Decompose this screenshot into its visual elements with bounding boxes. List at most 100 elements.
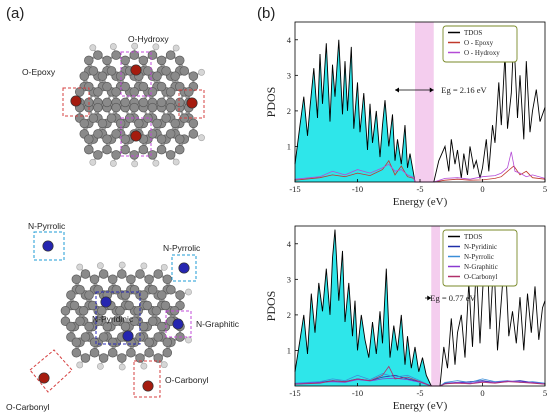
eg-annotation: Eg = 2.16 eV <box>441 85 487 95</box>
carbon-atom <box>144 348 154 358</box>
carbon-atom <box>80 332 91 342</box>
carbon-atom <box>102 144 112 155</box>
hydrogen-atom <box>131 42 139 50</box>
carbon-atom <box>138 81 149 92</box>
carbon-atom <box>151 306 162 316</box>
hydrogen-atom <box>118 363 126 371</box>
y-tick-label: 2 <box>287 310 291 320</box>
graphitic-box <box>165 310 192 338</box>
carbon-atom <box>84 321 94 332</box>
gap-arrowhead-right <box>429 87 434 93</box>
carbon-atom <box>142 300 153 311</box>
y-tick-label: 1 <box>287 345 291 355</box>
y-tick-label: 3 <box>287 274 291 284</box>
y-axis-label: PDOS <box>264 291 278 322</box>
x-axis-label: Energy (eV) <box>393 400 448 412</box>
carbon-atom <box>153 269 163 279</box>
hydrogen-atom <box>172 158 180 166</box>
carbon-atom <box>111 150 121 160</box>
carbon-atom <box>97 118 108 129</box>
carbon-atom <box>174 134 185 144</box>
carbon-atom <box>184 87 194 97</box>
carbon-atom <box>88 113 99 123</box>
carbon-atom <box>157 290 167 300</box>
oxygen-atom <box>142 380 154 392</box>
nitrogen-atom <box>122 330 134 342</box>
carbon-atom <box>133 306 143 316</box>
carbon-atom <box>79 71 90 81</box>
carbon-atom <box>138 321 149 332</box>
carbon-atom <box>115 306 125 316</box>
hydroxy-box-top <box>120 51 152 97</box>
x-tick-label: 5 <box>543 388 547 398</box>
carbon-atom <box>98 353 109 363</box>
carbon-atom <box>129 150 140 160</box>
x-tick-label: -10 <box>352 184 363 194</box>
tdos-valence-fill <box>295 229 432 386</box>
x-tick-label: -5 <box>416 388 423 398</box>
nitrogen-atom <box>42 240 54 252</box>
carbon-atom <box>147 50 158 60</box>
carbon-atom <box>71 348 82 358</box>
nitrogen-atom <box>178 262 190 274</box>
band-gap-region <box>431 226 440 386</box>
carbon-atom <box>135 353 145 363</box>
oxygen-atom <box>38 372 50 384</box>
hydrogen-atom <box>140 362 148 370</box>
carbon-atom <box>129 87 140 97</box>
label-o-carbonyl-right: O-Carbonyl <box>165 375 209 385</box>
eg-annotation: Eg = 0.77 eV <box>430 293 476 303</box>
hydrogen-atom <box>198 68 205 76</box>
carbon-atom <box>84 55 94 66</box>
carbon-atom <box>175 290 185 300</box>
carbon-atom <box>126 348 136 358</box>
legend-label: N-Graphitic <box>464 263 498 271</box>
carbon-atom <box>147 150 158 160</box>
label-o-hydroxy: O-Hydroxy <box>128 34 169 44</box>
carbon-atom <box>93 285 103 295</box>
carbon-atom <box>162 274 173 285</box>
carbon-atom <box>69 300 80 311</box>
carbon-atom <box>80 353 91 363</box>
carbon-atom <box>71 274 82 285</box>
carbon-atom <box>138 144 149 155</box>
carbon-atom <box>84 134 94 144</box>
carbon-atom <box>174 144 185 155</box>
carbonyl-box-right <box>133 360 161 398</box>
oxygen-atom <box>186 97 198 109</box>
hydrogen-atom <box>152 159 160 167</box>
carbon-atom <box>129 50 140 60</box>
molecule-bottom-highlight-boxes <box>29 231 197 398</box>
carbon-atom <box>117 269 127 279</box>
carbon-atom <box>74 87 85 97</box>
carbon-atom <box>120 97 130 108</box>
legend-box <box>442 229 518 287</box>
carbon-atom <box>165 87 176 97</box>
carbon-atom <box>144 274 154 285</box>
label-o-carbonyl-left: O-Carbonyl <box>6 402 50 412</box>
carbon-atom <box>165 129 176 139</box>
carbon-atom <box>102 321 113 332</box>
carbon-atom <box>143 66 153 76</box>
carbon-atom <box>111 129 121 139</box>
carbon-atom <box>120 134 130 144</box>
series-line-tdos <box>294 36 546 183</box>
carbon-atom <box>102 97 112 108</box>
carbon-atom <box>188 118 199 129</box>
carbon-atom <box>124 300 134 311</box>
carbon-atom <box>89 274 100 285</box>
carbon-atom <box>93 50 103 60</box>
carbon-atom <box>144 337 154 348</box>
carbon-atom <box>102 55 112 66</box>
tdos-valence-fill <box>295 39 415 183</box>
molecule-top-highlight-boxes <box>62 51 205 157</box>
carbon-atom <box>102 81 112 92</box>
carbon-atom <box>147 285 158 295</box>
nitrogen-atom <box>172 318 184 330</box>
carbon-atom <box>161 113 171 123</box>
y-tick-label: 3 <box>287 70 291 80</box>
x-axis-label: Energy (eV) <box>393 196 448 208</box>
carbon-atom <box>162 337 173 348</box>
hydrogen-atom <box>172 44 180 52</box>
carbon-atom <box>87 300 98 311</box>
